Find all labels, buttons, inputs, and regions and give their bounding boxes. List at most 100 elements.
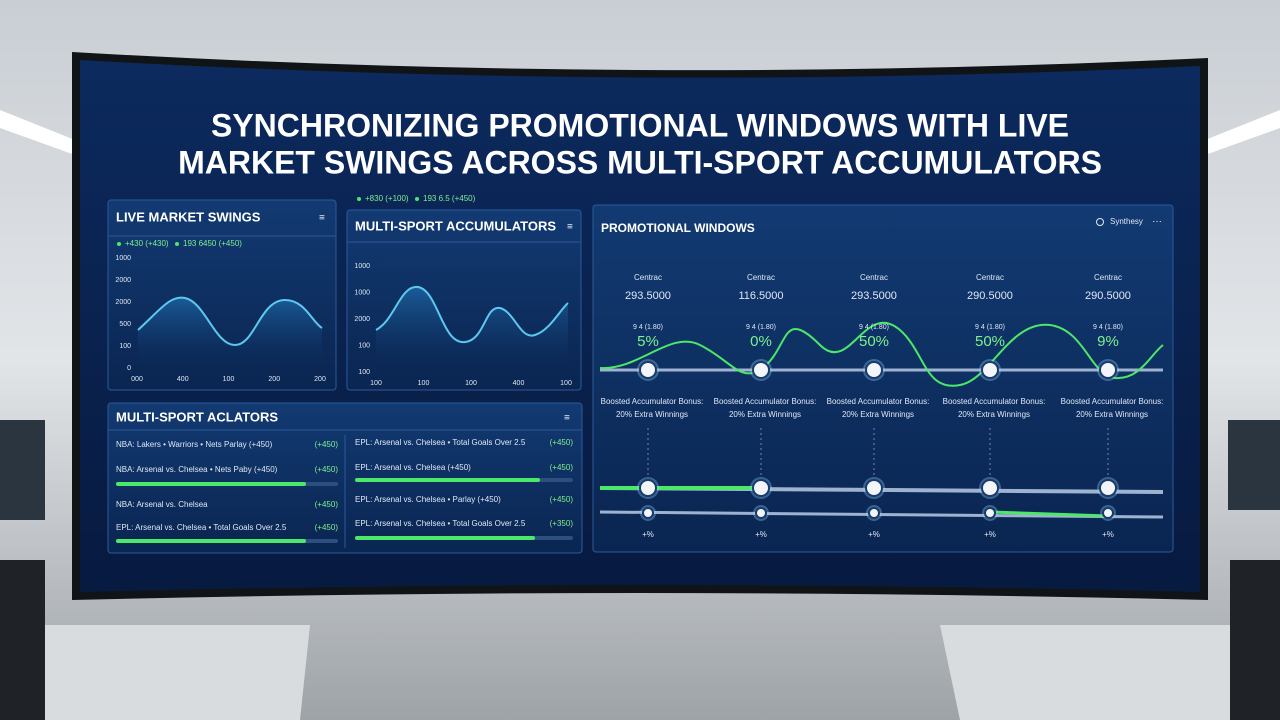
window-percent: 5% xyxy=(637,333,659,350)
window-percent: 0% xyxy=(750,333,772,350)
node xyxy=(642,507,654,519)
node xyxy=(752,361,770,379)
window-label: Centrac xyxy=(634,273,662,282)
x-tick-label: 400 xyxy=(513,380,525,387)
window-percent: 9% xyxy=(1097,333,1119,350)
bet-odds: (+450) xyxy=(315,523,339,532)
panel xyxy=(592,204,1174,553)
node xyxy=(639,479,657,497)
desk xyxy=(940,625,1250,720)
bonus-text: 20% Extra Winnings xyxy=(842,410,914,419)
y-tick-label: 2000 xyxy=(115,299,131,306)
bet-odds: (+350) xyxy=(550,519,574,528)
y-tick-label: 500 xyxy=(119,321,131,328)
bet-odds: (+450) xyxy=(550,438,574,447)
bonus-text: Boosted Accumulator Bonus: xyxy=(1061,397,1164,406)
menu-icon: ≡ xyxy=(564,413,570,424)
node xyxy=(868,507,880,519)
marker-label: +% xyxy=(984,530,996,539)
control-label: Synthesy xyxy=(1110,217,1143,226)
bonus-text: Boosted Accumulator Bonus: xyxy=(601,397,704,406)
legend-dot xyxy=(415,197,419,201)
y-tick-label: 1000 xyxy=(115,255,131,262)
trend-line xyxy=(375,286,569,344)
bet-odds: (+450) xyxy=(315,465,339,474)
window-value: 290.5000 xyxy=(967,290,1013,302)
bonus-text: 20% Extra Winnings xyxy=(1076,410,1148,419)
window-label: Centrac xyxy=(747,273,775,282)
window-label: Centrac xyxy=(860,273,888,282)
ceiling-light xyxy=(1205,110,1280,155)
window-odds: 9 4 (1.80) xyxy=(859,324,889,331)
window-odds: 9 4 (1.80) xyxy=(975,324,1005,331)
panel-title: MULTI-SPORT ACCUMULATORS xyxy=(355,218,556,233)
bet-name: EPL: Arsenal vs. Chelsea (+450) xyxy=(355,463,471,472)
legend-label: +430 (+430) xyxy=(125,239,169,248)
panel-title: PROMOTIONAL WINDOWS xyxy=(601,221,755,235)
x-tick-label: 100 xyxy=(223,376,235,383)
y-tick-label: 100 xyxy=(358,369,370,376)
bet-odds: (+450) xyxy=(315,440,339,449)
y-tick-label: 1000 xyxy=(354,289,370,296)
window-odds: 9 4 (1.80) xyxy=(1093,324,1123,331)
bonus-text: 20% Extra Winnings xyxy=(729,410,801,419)
window-percent: 50% xyxy=(859,333,889,350)
track-progress xyxy=(989,510,1109,518)
window-value: 293.5000 xyxy=(851,290,897,302)
bet-name: NBA: Arsenal vs. Chelsea • Nets Paby (+4… xyxy=(116,465,278,474)
y-tick-label: 100 xyxy=(358,342,370,349)
marker-label: +% xyxy=(1102,530,1114,539)
trend-line xyxy=(137,296,323,347)
bet-name: NBA: Arsenal vs. Chelsea xyxy=(116,500,208,509)
bet-name: NBA: Lakers • Warriors • Nets Parlay (+4… xyxy=(116,440,273,449)
menu-icon: ≡ xyxy=(319,213,325,224)
menu-icon: ≡ xyxy=(567,222,573,233)
y-tick-label: 0 xyxy=(127,365,131,372)
legend-label: 193 6.5 (+450) xyxy=(423,194,476,203)
y-tick-label: 2000 xyxy=(115,277,131,284)
panel-title: MULTI-SPORT ACLATORS xyxy=(116,409,278,424)
bonus-text: Boosted Accumulator Bonus: xyxy=(714,397,817,406)
x-tick-label: 100 xyxy=(418,380,430,387)
x-tick-label: 400 xyxy=(177,376,189,383)
node xyxy=(755,507,767,519)
node xyxy=(1099,479,1117,497)
control-icon xyxy=(1096,218,1104,226)
node xyxy=(1099,361,1117,379)
window-percent: 50% xyxy=(975,333,1005,350)
window-value: 293.5000 xyxy=(625,290,671,302)
panel-title: LIVE MARKET SWINGS xyxy=(116,209,261,224)
marker-label: +% xyxy=(642,530,654,539)
chair xyxy=(1230,560,1280,720)
y-tick-label: 1000 xyxy=(354,263,370,270)
node xyxy=(639,361,657,379)
bet-name: EPL: Arsenal vs. Chelsea • Parlay (+450) xyxy=(355,495,501,504)
node xyxy=(981,479,999,497)
progress-fill xyxy=(355,536,535,540)
x-tick-label: 200 xyxy=(268,376,280,383)
y-tick-label: 2000 xyxy=(354,316,370,323)
legend-label: +830 (+100) xyxy=(365,194,409,203)
window-label: Centrac xyxy=(976,273,1004,282)
window-value: 290.5000 xyxy=(1085,290,1131,302)
y-tick-label: 100 xyxy=(119,343,131,350)
legend-dot xyxy=(117,242,121,246)
desk xyxy=(20,625,310,720)
menu-icon: ⋯ xyxy=(1152,217,1162,228)
bet-name: EPL: Arsenal vs. Chelsea • Total Goals O… xyxy=(116,523,287,532)
area xyxy=(138,297,322,368)
bet-name: EPL: Arsenal vs. Chelsea • Total Goals O… xyxy=(355,438,526,447)
legend-label: 193 6450 (+450) xyxy=(183,239,242,248)
background-monitor xyxy=(0,420,45,520)
marker-label: +% xyxy=(868,530,880,539)
window-odds: 9 4 (1.80) xyxy=(633,324,663,331)
legend-dot xyxy=(175,242,179,246)
node xyxy=(984,507,996,519)
bet-name: EPL: Arsenal vs. Chelsea • Total Goals O… xyxy=(355,519,526,528)
node xyxy=(1102,507,1114,519)
node xyxy=(752,479,770,497)
node xyxy=(981,361,999,379)
bonus-text: Boosted Accumulator Bonus: xyxy=(943,397,1046,406)
